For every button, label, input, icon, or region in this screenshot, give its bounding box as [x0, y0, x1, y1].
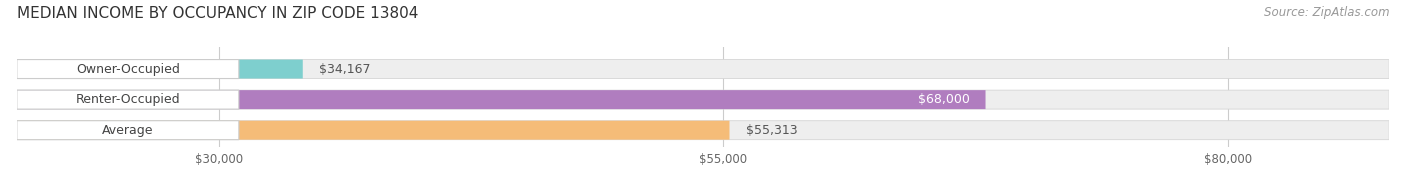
- Text: Average: Average: [103, 124, 153, 137]
- Text: Renter-Occupied: Renter-Occupied: [76, 93, 180, 106]
- FancyBboxPatch shape: [17, 60, 1389, 79]
- FancyBboxPatch shape: [17, 90, 1389, 109]
- Text: Owner-Occupied: Owner-Occupied: [76, 63, 180, 75]
- Text: Source: ZipAtlas.com: Source: ZipAtlas.com: [1264, 6, 1389, 19]
- FancyBboxPatch shape: [17, 121, 730, 140]
- FancyBboxPatch shape: [17, 60, 302, 79]
- FancyBboxPatch shape: [17, 60, 239, 79]
- Text: MEDIAN INCOME BY OCCUPANCY IN ZIP CODE 13804: MEDIAN INCOME BY OCCUPANCY IN ZIP CODE 1…: [17, 6, 418, 21]
- FancyBboxPatch shape: [17, 121, 1389, 140]
- Text: $68,000: $68,000: [918, 93, 969, 106]
- FancyBboxPatch shape: [17, 90, 986, 109]
- FancyBboxPatch shape: [17, 121, 239, 140]
- Text: $34,167: $34,167: [319, 63, 370, 75]
- FancyBboxPatch shape: [17, 90, 239, 109]
- Text: $55,313: $55,313: [745, 124, 797, 137]
